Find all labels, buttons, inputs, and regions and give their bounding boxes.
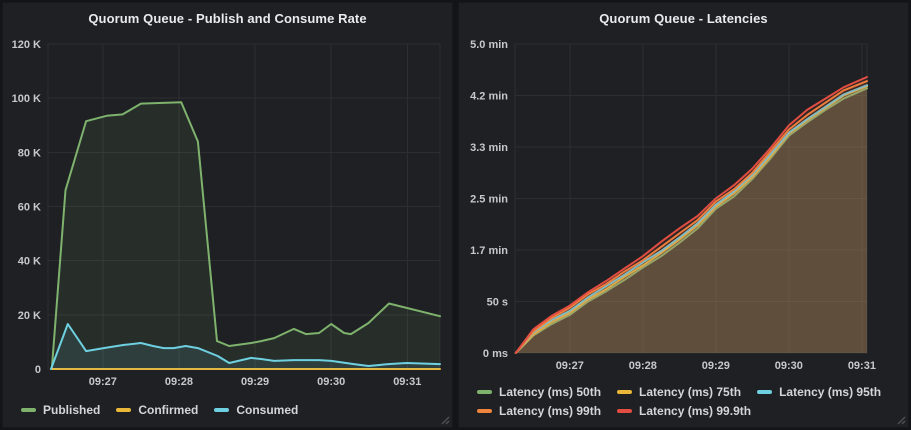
x-tick-label: 09:29 [702, 360, 730, 372]
legend-item-latency-ms-99.9th[interactable]: Latency (ms) 99.9th [617, 404, 751, 418]
y-tick-label: 40 K [18, 256, 41, 268]
y-tick-label: 100 K [12, 93, 41, 105]
legend-item-latency-ms-50th[interactable]: Latency (ms) 50th [477, 385, 601, 399]
series-area-latency-ms-75th [515, 86, 867, 353]
series-area-latency-ms-99th [515, 81, 867, 353]
legend-item-consumed[interactable]: Consumed [214, 403, 298, 417]
legend-swatch [214, 408, 230, 412]
panel-resize-handle[interactable] [440, 415, 450, 425]
legend-item-published[interactable]: Published [21, 403, 100, 417]
x-tick-label: 09:27 [556, 360, 584, 372]
y-tick-label: 4.2 min [470, 91, 508, 103]
legend-swatch [116, 408, 132, 412]
series-area-latency-ms-99.9th [515, 77, 867, 353]
x-tick-label: 09:31 [393, 376, 421, 388]
y-tick-label: 0 [35, 364, 41, 376]
legend-swatch [617, 409, 633, 413]
y-tick-label: 3.3 min [470, 142, 508, 154]
legend-label: Latency (ms) 99.9th [639, 404, 752, 418]
series-area-published [51, 102, 441, 369]
legend-label: Latency (ms) 95th [779, 385, 882, 399]
legend-label: Confirmed [138, 403, 199, 417]
y-tick-label: 80 K [18, 147, 41, 159]
series-line-latency-ms-99.9th [514, 76, 868, 354]
y-tick-label: 2.5 min [470, 194, 508, 206]
legend-item-latency-ms-95th[interactable]: Latency (ms) 95th [757, 385, 881, 399]
x-tick-label: 09:30 [317, 376, 345, 388]
panel-resize-handle[interactable] [896, 415, 906, 425]
series-area-latency-ms-50th [515, 88, 867, 354]
y-tick-label: 1.7 min [470, 245, 508, 257]
y-tick-label: 50 s [487, 297, 508, 309]
legend-label: Latency (ms) 75th [639, 385, 742, 399]
legend-row: Latency (ms) 99th Latency (ms) 99.9th [477, 402, 881, 420]
legend-swatch [617, 390, 633, 394]
series-line-consumed [50, 323, 441, 370]
x-tick-label: 09:28 [165, 376, 193, 388]
publish-consume-legend: Published Confirmed Consumed [21, 401, 298, 419]
series-area-consumed [51, 324, 440, 369]
legend-label: Consumed [236, 403, 299, 417]
y-tick-label: 5.0 min [470, 39, 508, 51]
publish-consume-chart[interactable]: 0 20 K 40 K 60 K 80 K 100 K 120 K 09:27 09:28 09:… [3, 3, 452, 427]
y-tick-label: 20 K [18, 310, 41, 322]
series-line-latency-ms-95th [514, 84, 868, 354]
series-line-published [50, 101, 441, 370]
legend-label: Latency (ms) 99th [499, 404, 602, 418]
legend-label: Published [43, 403, 101, 417]
series-line-latency-ms-50th [514, 87, 868, 354]
legend-swatch [477, 409, 492, 413]
y-tick-label: 0 ms [483, 348, 508, 360]
legend-item-confirmed[interactable]: Confirmed [116, 403, 198, 417]
x-tick-label: 09:31 [848, 360, 876, 372]
x-tick-label: 09:28 [629, 360, 657, 372]
legend-row: Published Confirmed Consumed [21, 401, 298, 419]
x-tick-label: 09:29 [241, 376, 269, 388]
series-area-latency-ms-95th [515, 85, 867, 353]
x-tick-label: 09:30 [775, 360, 803, 372]
latencies-chart[interactable]: 0 ms 50 s 1.7 min 2.5 min 3.3 min 4.2 min 5.0 … [459, 3, 908, 427]
legend-swatch [757, 390, 773, 394]
panel-title[interactable]: Quorum Queue - Publish and Consume Rate [88, 10, 367, 26]
x-tick-label: 09:27 [89, 376, 117, 388]
legend-swatch [477, 390, 492, 394]
legend-item-latency-ms-99th[interactable]: Latency (ms) 99th [477, 404, 601, 418]
legend-item-latency-ms-75th[interactable]: Latency (ms) 75th [617, 385, 741, 399]
panel-publish-consume-rate: Quorum Queue - Publish and Consume Rate … [2, 2, 453, 428]
legend-swatch [21, 408, 36, 412]
legend-label: Latency (ms) 50th [499, 385, 602, 399]
panel-title[interactable]: Quorum Queue - Latencies [599, 10, 768, 26]
latencies-legend: Latency (ms) 50th Latency (ms) 75th Latenc… [477, 383, 881, 420]
panel-latencies: Quorum Queue - Latencies 0 ms 50 s 1.7 min… [458, 2, 909, 428]
legend-row: Latency (ms) 50th Latency (ms) 75th Latenc… [477, 383, 881, 401]
series-line-latency-ms-99th [514, 80, 868, 354]
y-tick-label: 60 K [18, 202, 41, 214]
y-tick-label: 120 K [12, 39, 41, 51]
